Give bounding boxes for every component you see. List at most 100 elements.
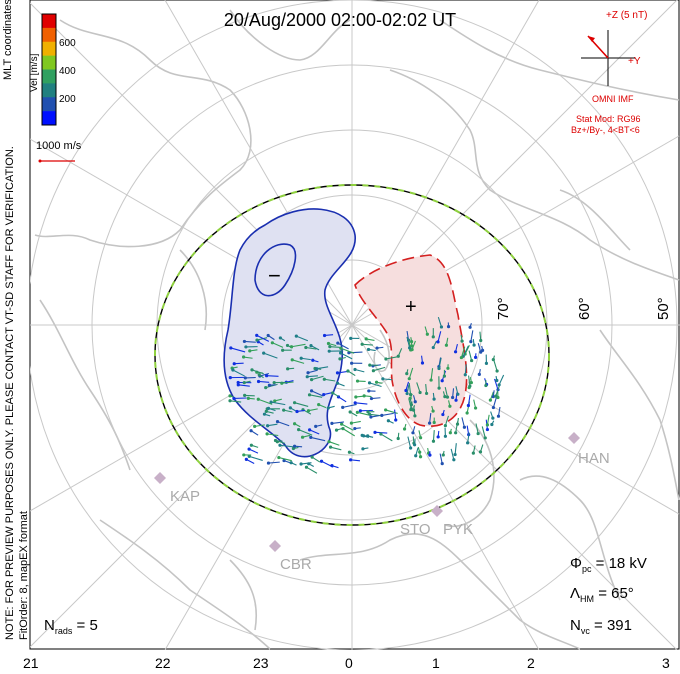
velocity-vector-origin <box>472 343 476 347</box>
velocity-vector-origin <box>349 336 353 340</box>
velocity-vector <box>266 375 279 377</box>
velocity-vector-origin <box>402 427 407 431</box>
velocity-vector-origin <box>255 338 259 342</box>
velocity-vector <box>450 448 455 460</box>
velocity-vector-origin <box>355 379 360 383</box>
velocity-vector-origin <box>431 345 435 350</box>
velocity-vector-origin <box>292 444 297 448</box>
velocity-vector-origin <box>293 422 297 426</box>
mlt-label-2: 2 <box>527 655 535 671</box>
velocity-vector-origin <box>418 390 422 395</box>
velocity-vector <box>437 316 442 328</box>
colorbar-segment <box>42 97 56 112</box>
velocity-vector-origin <box>331 391 335 395</box>
velocity-vector <box>324 378 336 382</box>
velocity-vector <box>467 432 470 443</box>
velocity-vector-origin <box>350 361 354 365</box>
velocity-vector-origin <box>349 458 353 462</box>
velocity-vector-origin <box>453 350 458 354</box>
velocity-vector-origin <box>264 409 268 413</box>
velocity-vector <box>278 457 292 462</box>
velocity-vector <box>437 331 442 343</box>
velocity-vector-origin <box>446 366 450 370</box>
velocity-vector <box>310 436 326 442</box>
velocity-vector-origin <box>309 378 314 382</box>
velocity-vector <box>454 443 457 455</box>
velocity-vector-origin <box>429 378 433 382</box>
velocity-vector-origin <box>286 367 290 371</box>
velocity-vector-origin <box>285 343 290 348</box>
preview-note: NOTE: FOR PREVIEW PURPOSES ONLY. PLEASE … <box>4 146 16 640</box>
velocity-vector-origin <box>367 381 372 385</box>
velocity-vector-origin <box>300 435 305 439</box>
velocity-vector-origin <box>308 428 312 432</box>
velocity-vector-origin <box>306 371 310 375</box>
velocity-vector-origin <box>282 458 286 463</box>
velocity-vector <box>464 364 467 375</box>
velocity-vector-origin <box>484 361 489 365</box>
velocity-vector-origin <box>476 431 480 436</box>
velocity-vector <box>238 384 250 387</box>
velocity-vector <box>230 347 246 353</box>
imf-y-label: +Y <box>628 56 641 67</box>
velocity-vector <box>385 409 398 414</box>
velocity-vector-origin <box>232 362 236 366</box>
mlt-label-23: 23 <box>253 655 269 671</box>
velocity-vector-origin <box>348 410 352 414</box>
velocity-vector-origin <box>366 410 370 414</box>
velocity-vector-origin <box>327 440 331 444</box>
velocity-vector-origin <box>494 394 498 398</box>
velocity-vector-origin <box>479 338 483 343</box>
velocity-vector-origin <box>425 332 429 336</box>
velocity-vector <box>407 436 412 449</box>
velocity-vector-origin <box>326 341 331 346</box>
velocity-vector <box>394 409 397 421</box>
velocity-vector-origin <box>269 400 273 404</box>
velocity-vector-origin <box>369 396 374 401</box>
velocity-vector-origin <box>375 346 379 350</box>
velocity-vector-origin <box>247 454 251 458</box>
velocity-vector <box>342 428 355 437</box>
velocity-vector-origin <box>380 413 384 418</box>
velocity-vector-origin <box>367 412 372 416</box>
velocity-vector-origin <box>454 431 458 435</box>
velocity-vector <box>277 421 290 427</box>
velocity-vector-origin <box>442 374 446 378</box>
velocity-vector-origin <box>236 383 240 387</box>
velocity-vector-origin <box>362 434 366 438</box>
velocity-vector-origin <box>495 369 499 373</box>
mlt-label-21: 21 <box>23 655 39 671</box>
velocity-vector-origin <box>418 455 423 459</box>
velocity-vector-origin <box>408 392 413 397</box>
cross-polar-potential: Φpc = 18 kV <box>570 555 647 574</box>
velocity-vector <box>406 336 411 349</box>
velocity-vector-origin <box>459 355 464 360</box>
velocity-vector <box>316 366 329 370</box>
velocity-vector-origin <box>488 398 492 402</box>
velocity-vector-origin <box>427 421 432 425</box>
velocity-vector-origin <box>440 379 444 383</box>
velocity-vector-origin <box>431 439 436 443</box>
velocity-vector-origin <box>247 447 251 451</box>
latitude-label-60: 60° <box>576 297 593 320</box>
velocity-vector <box>468 350 473 361</box>
velocity-vector <box>341 423 354 431</box>
velocity-vector-origin <box>428 453 432 457</box>
velocity-vector-origin <box>299 356 303 360</box>
velocity-vector-origin <box>456 392 460 396</box>
velocity-vector-origin <box>491 405 496 410</box>
velocity-vector-origin <box>305 375 309 379</box>
coastlines <box>34 9 680 650</box>
velocity-vector <box>258 398 273 405</box>
velocity-vectors <box>228 316 505 474</box>
velocity-vector <box>492 397 497 408</box>
velocity-vector-origin <box>317 402 321 407</box>
velocity-vector-origin <box>336 341 340 345</box>
hmb-latitude: ΛHM = 65° <box>570 585 634 604</box>
velocity-vector-origin <box>266 461 271 465</box>
velocity-vector-origin <box>307 462 311 466</box>
velocity-vector <box>305 346 317 350</box>
velocity-vector <box>244 340 256 343</box>
velocity-vector-origin <box>490 422 494 427</box>
velocity-vector-origin <box>307 393 312 397</box>
